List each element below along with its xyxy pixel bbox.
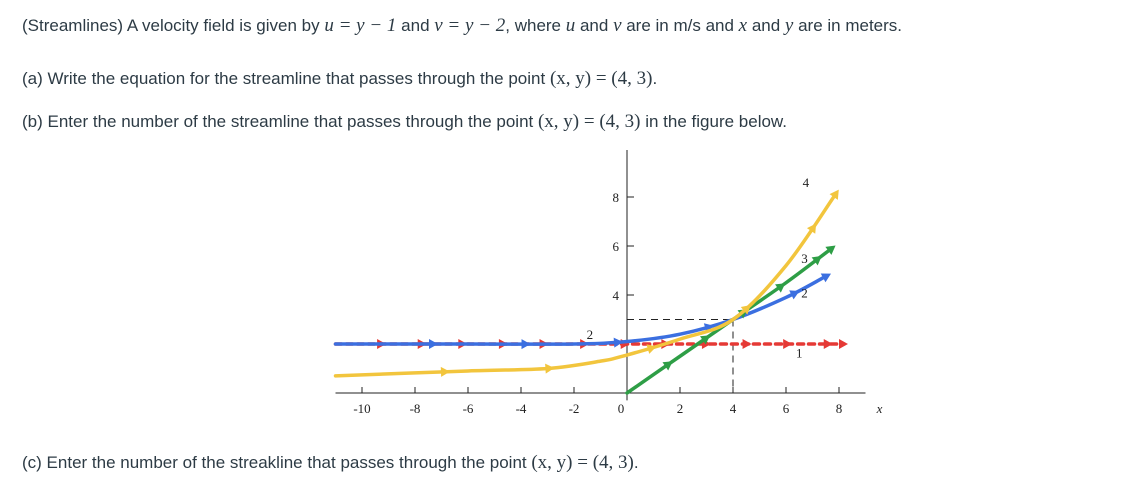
x-tick-label: 2 [677, 401, 684, 416]
part-b-text: Enter the number of the streamline that … [42, 112, 538, 131]
x-variable: x [738, 15, 748, 36]
arrowhead-end-4 [829, 189, 839, 200]
arrowhead-2 [429, 339, 439, 349]
and-text-1: and [396, 16, 435, 35]
x-tick-label: -10 [353, 401, 370, 416]
streamline-4 [333, 195, 836, 378]
curve-number-label: 1 [796, 345, 803, 360]
y-tick-label: 8 [613, 190, 620, 205]
and-text-2: and [575, 16, 614, 35]
intro-text-a: (Streamlines) A velocity field is given … [22, 16, 325, 35]
x-axis-label: x [876, 401, 883, 416]
v-variable: v [613, 15, 622, 36]
arrowhead-2 [613, 337, 623, 348]
part-c-label: (c) [22, 453, 42, 472]
arrowhead-4 [806, 223, 817, 234]
part-a-label: (a) [22, 69, 43, 88]
curve-number-label: 3 [801, 251, 808, 266]
arrowhead-3 [775, 283, 786, 293]
part-b-label: (b) [22, 112, 43, 131]
arrowhead-end-3 [825, 245, 836, 255]
u-equation: u = y − 1 [324, 15, 397, 36]
arrowhead-4 [646, 344, 657, 354]
problem-statement: (Streamlines) A velocity field is given … [22, 15, 902, 37]
x-tick-label: 0 [618, 401, 625, 416]
arrowhead-end-2 [820, 273, 832, 283]
intro-text-c: are in m/s and [621, 16, 739, 35]
curve-number-label: 4 [803, 175, 810, 190]
x-tick-label: -2 [569, 401, 580, 416]
part-c-question: (c) Enter the number of the streakline t… [22, 452, 639, 474]
curve-number-label: 2 [801, 285, 808, 300]
part-b-question: (b) Enter the number of the streamline t… [22, 111, 787, 133]
x-tick-label: -4 [516, 401, 527, 416]
arrowhead-4 [440, 366, 450, 377]
x-tick-label: 6 [783, 401, 790, 416]
streamline-figure: -10-8-6-4-202468468xy12234 [333, 150, 883, 416]
arrowhead-1 [783, 339, 793, 349]
y-tick-label: 4 [613, 288, 620, 303]
x-tick-label: -6 [463, 401, 474, 416]
part-b-end: in the figure below. [640, 112, 787, 131]
y-variable: y [784, 15, 794, 36]
part-a-question: (a) Write the equation for the streamlin… [22, 68, 657, 90]
part-c-point: (x, y) = (4, 3) [531, 452, 634, 473]
intro-text-b: , where [505, 16, 566, 35]
u-variable: u [565, 15, 576, 36]
arrowhead-1 [742, 339, 752, 349]
arrowhead-3 [662, 361, 673, 371]
x-tick-label: 8 [836, 401, 843, 416]
arrowhead-4 [740, 304, 751, 315]
curve-number-label: 2 [587, 327, 594, 342]
arrowhead-end-1 [839, 339, 848, 349]
streamline-2 [333, 276, 825, 346]
arrowhead-2 [789, 290, 800, 300]
arrowhead-3 [811, 255, 822, 266]
part-b-point: (x, y) = (4, 3) [537, 111, 641, 132]
x-tick-label: -8 [410, 401, 421, 416]
x-tick-label: 4 [730, 401, 737, 416]
part-a-text: Write the equation for the streamline th… [42, 69, 550, 88]
v-equation: v = y − 2 [434, 15, 506, 36]
arrowhead-1 [823, 339, 833, 349]
intro-text-d: are in meters. [793, 16, 903, 35]
and-text-3: and [747, 16, 785, 35]
arrowhead-4 [545, 363, 555, 374]
arrowhead-3 [700, 335, 711, 345]
part-c-end: . [633, 453, 639, 472]
part-c-text: Enter the number of the streakline that … [41, 453, 532, 472]
y-tick-label: 6 [613, 239, 620, 254]
part-a-point: (x, y) = (4, 3) [549, 68, 653, 89]
part-a-end: . [652, 69, 658, 88]
arrowhead-2 [521, 339, 531, 350]
